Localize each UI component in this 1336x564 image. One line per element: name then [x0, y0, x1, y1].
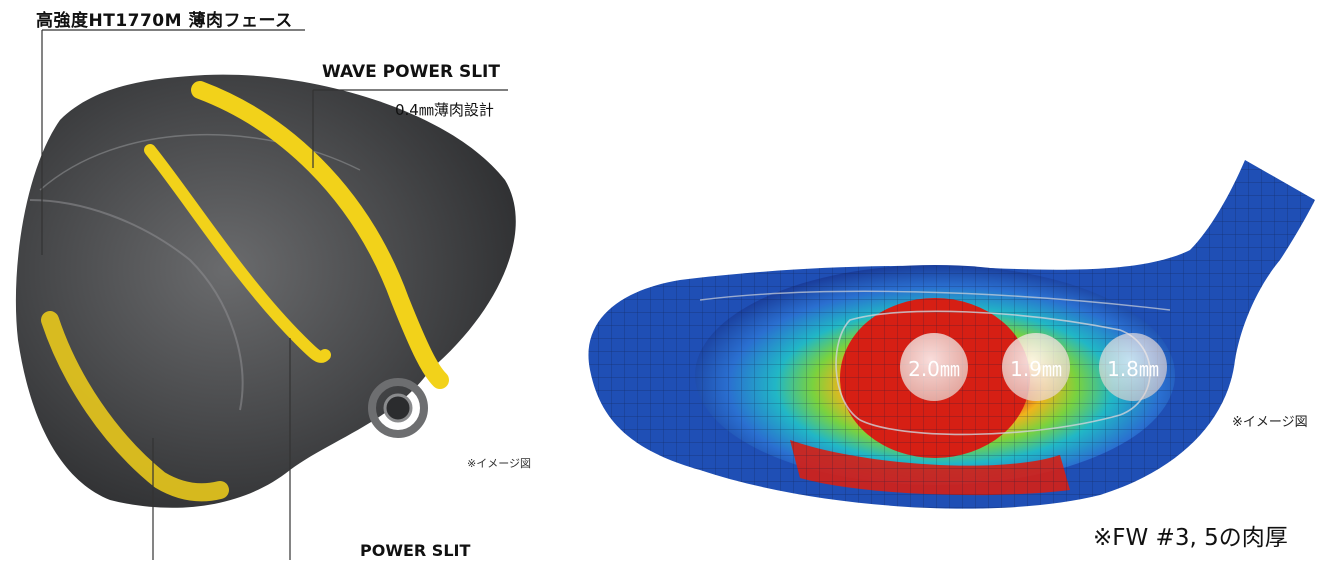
face-label: 高強度HT1770M 薄肉フェース [36, 11, 293, 31]
image-note-left: ※イメージ図 [467, 457, 531, 470]
image-note-right: ※イメージ図 [1232, 415, 1308, 430]
thin-design-label: 0.4㎜薄肉設計 [395, 101, 494, 119]
power-slit-label: POWER SLIT [360, 541, 471, 560]
club-head-left [15, 29, 516, 560]
thickness-value-2: 1.9㎜ [1010, 357, 1062, 381]
thickness-value-1: 2.0㎜ [908, 357, 960, 381]
thickness-value-3: 1.8㎜ [1107, 357, 1159, 381]
wave-power-slit-label: WAVE POWER SLIT [322, 62, 500, 82]
fw-thickness-note: ※FW #3, 5の肉厚 [1093, 525, 1288, 551]
club-head-right [588, 160, 1315, 509]
